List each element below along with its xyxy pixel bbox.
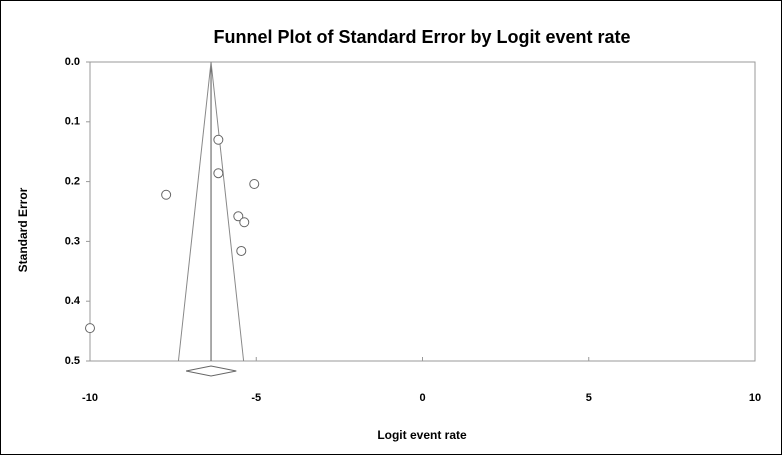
y-axis-label: Standard Error (16, 187, 30, 272)
x-tick-label: -5 (251, 392, 261, 404)
y-tick-label: 0.1 (65, 116, 80, 128)
x-axis-label: Logit event rate (377, 428, 467, 442)
study-point (249, 178, 260, 189)
funnel-edge (177, 61, 212, 362)
study-point (236, 245, 247, 256)
study-point (161, 189, 172, 200)
summary-diamond (185, 365, 237, 377)
y-tick-label: 0.3 (65, 235, 80, 247)
y-tick-label: 0.4 (65, 295, 81, 307)
x-tick-label: -10 (82, 392, 98, 404)
y-tick-label: 0.2 (65, 176, 80, 188)
study-point (213, 134, 224, 145)
funnel-edge (210, 61, 245, 362)
study-point (239, 217, 250, 228)
study-point (213, 168, 224, 179)
x-tick-label: 0 (419, 392, 425, 404)
y-tick-label: 0.0 (65, 56, 80, 68)
study-point (85, 323, 95, 334)
x-tick-label: 10 (749, 392, 761, 404)
study-point (233, 211, 244, 222)
chart-title: Funnel Plot of Standard Error by Logit e… (213, 27, 630, 47)
x-tick-label: 5 (586, 392, 592, 404)
y-tick-label: 0.5 (65, 355, 80, 367)
